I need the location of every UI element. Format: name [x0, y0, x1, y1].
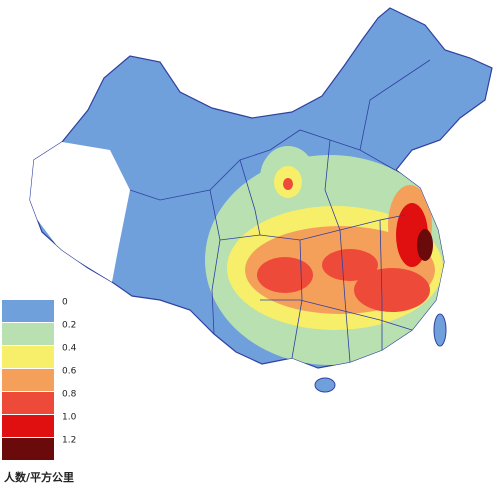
- zone-red: [322, 249, 378, 281]
- legend-label: 0.4: [62, 344, 77, 354]
- zone-red: [257, 257, 313, 293]
- density-shading: [30, 142, 455, 365]
- legend-title: 人数/平方公里: [4, 470, 74, 484]
- legend-swatch: [2, 346, 54, 368]
- no-data-area: [30, 142, 130, 282]
- legend-label: 0.8: [62, 390, 77, 400]
- taiwan: [433, 313, 447, 347]
- legend-label: 0.2: [62, 321, 76, 331]
- legend-swatch: [2, 369, 54, 391]
- map: [29, 7, 493, 393]
- hainan: [314, 377, 336, 393]
- legend: 人数/平方公里 0 0.2 0.4 0.6 0.8 1.0 1.2: [2, 298, 77, 484]
- legend-label: 0.6: [62, 367, 77, 377]
- zone-red: [354, 268, 430, 312]
- legend-swatch: [2, 392, 54, 414]
- province-borders: [129, 59, 431, 363]
- legend-swatch: [2, 300, 54, 322]
- legend-swatch: [2, 415, 54, 437]
- zone-dark: [417, 229, 433, 261]
- legend-swatch: [2, 438, 54, 460]
- legend-label: 1.2: [62, 436, 76, 446]
- zone-red: [283, 178, 293, 190]
- legend-label: 1.0: [62, 413, 77, 423]
- legend-label: 0: [62, 298, 68, 308]
- legend-swatch: [2, 323, 54, 345]
